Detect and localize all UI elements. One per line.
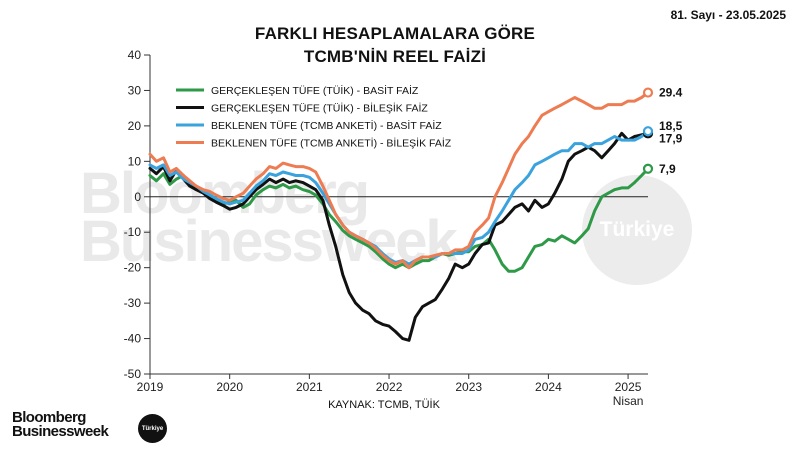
end-marker-3: [642, 126, 654, 137]
brand-badge-text: Türkiye: [141, 425, 164, 432]
y-tick-label: -10: [124, 225, 142, 239]
end-label-2: 17,9: [659, 131, 683, 145]
y-tick-label: 30: [128, 83, 142, 97]
series-lines: [148, 91, 650, 342]
end-marker-4: [642, 87, 654, 98]
y-tick-label: 20: [128, 119, 142, 133]
series-line-2: [148, 131, 650, 342]
x-tick-label: 2022: [376, 380, 403, 394]
y-tick-label: 40: [128, 48, 142, 62]
y-tick-label: -30: [124, 296, 142, 310]
x-tick-label: 2025: [615, 380, 642, 394]
legend-label-3: BEKLENEN TÜFE (TCMB ANKETİ) - BASİT FAİZ: [211, 119, 442, 132]
chart-title-line2: TCMB'NİN REEL FAİZİ: [303, 47, 487, 66]
end-marker-1: [642, 163, 654, 174]
y-tick-label: -50: [124, 367, 142, 381]
legend-label-2: GERÇEKLEŞEN TÜFE (TÜİK) - BİLEŞİK FAİZ: [211, 102, 428, 115]
y-tick-label: 10: [128, 154, 142, 168]
end-label-3: 18,5: [659, 119, 683, 133]
legend-label-4: BEKLENEN TÜFE (TCMB ANKETİ) - BİLEŞİK FA…: [211, 137, 452, 150]
x-tick-label: 2024: [535, 380, 562, 394]
watermark-badge-text: Türkiye: [599, 218, 675, 241]
y-tick-label: -20: [124, 261, 142, 275]
brand-logo: Bloomberg Businessweek: [12, 409, 109, 440]
chart-title: FARKLI HESAPLAMALARA GÖRE TCMB'NİN REEL …: [0, 22, 800, 68]
end-labels: 7,9 17,918,5 29.4: [642, 86, 683, 176]
brand-badge: Türkiye: [138, 414, 167, 443]
x-tick-label: 2021: [296, 380, 323, 394]
x-tick-label: 2020: [216, 380, 243, 394]
brand-logo-line2: Businessweek: [12, 423, 109, 440]
source-note: KAYNAK: TCMB, TÜİK: [328, 398, 441, 411]
series-line-4: [148, 91, 650, 270]
x-sub-label: Nisan: [613, 394, 644, 408]
x-tick-label: 2019: [137, 380, 164, 394]
y-tick-label: -40: [124, 332, 142, 346]
legend: GERÇEKLEŞEN TÜFE (TÜİK) - BASİT FAİZ GERÇ…: [176, 84, 452, 150]
brand-logo-line1: Bloomberg: [12, 409, 86, 426]
end-label-1: 7,9: [659, 162, 676, 176]
issue-label: 81. Sayı - 23.05.2025: [670, 8, 786, 22]
watermark-badge: Türkiye: [582, 175, 692, 285]
x-tick-label: 2023: [455, 380, 482, 394]
legend-label-1: GERÇEKLEŞEN TÜFE (TÜİK) - BASİT FAİZ: [211, 84, 419, 97]
watermark-logo: Bloomberg Businessweek: [80, 165, 458, 271]
y-tick-label: 0: [134, 190, 141, 204]
chart-title-line1: FARKLI HESAPLAMALARA GÖRE: [254, 24, 536, 43]
end-label-4: 29.4: [659, 86, 683, 100]
series-line-1: [148, 167, 650, 273]
